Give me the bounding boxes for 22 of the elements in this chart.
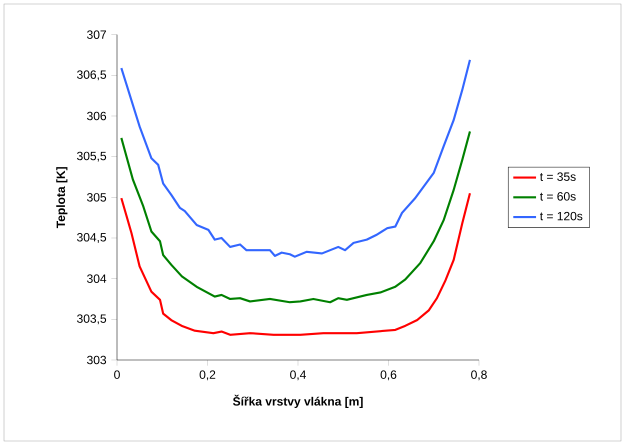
y-tick-label: 306,5: [77, 70, 106, 80]
x-tick-label: 0,8: [471, 370, 487, 380]
x-axis-title: Šířka vrstvy vlákna [m]: [232, 394, 363, 408]
line-series: [120, 130, 472, 304]
y-axis-title: Teplota [K]: [56, 167, 68, 228]
y-tick-label: 304,5: [77, 233, 106, 243]
y-tick-label: 306: [87, 112, 106, 120]
legend-label: t = 35s: [540, 172, 576, 181]
line-series: [120, 58, 472, 258]
y-tick-label: 305,5: [77, 152, 106, 162]
y-tick-label: 305: [87, 193, 106, 202]
x-tick-label: 0: [114, 370, 120, 379]
x-tick-label: 0,4: [290, 370, 306, 380]
line-series: [120, 192, 472, 336]
x-tick-label: 0,2: [200, 370, 216, 380]
legend-label: t = 60s: [540, 192, 576, 201]
x-tick-label: 0,6: [380, 370, 396, 380]
y-tick-label: 303,5: [77, 314, 106, 324]
y-tick-label: 303: [87, 356, 106, 364]
legend-label: t = 120s: [540, 212, 582, 220]
y-tick-label: 307: [87, 30, 106, 39]
y-tick-label: 304: [87, 274, 106, 283]
